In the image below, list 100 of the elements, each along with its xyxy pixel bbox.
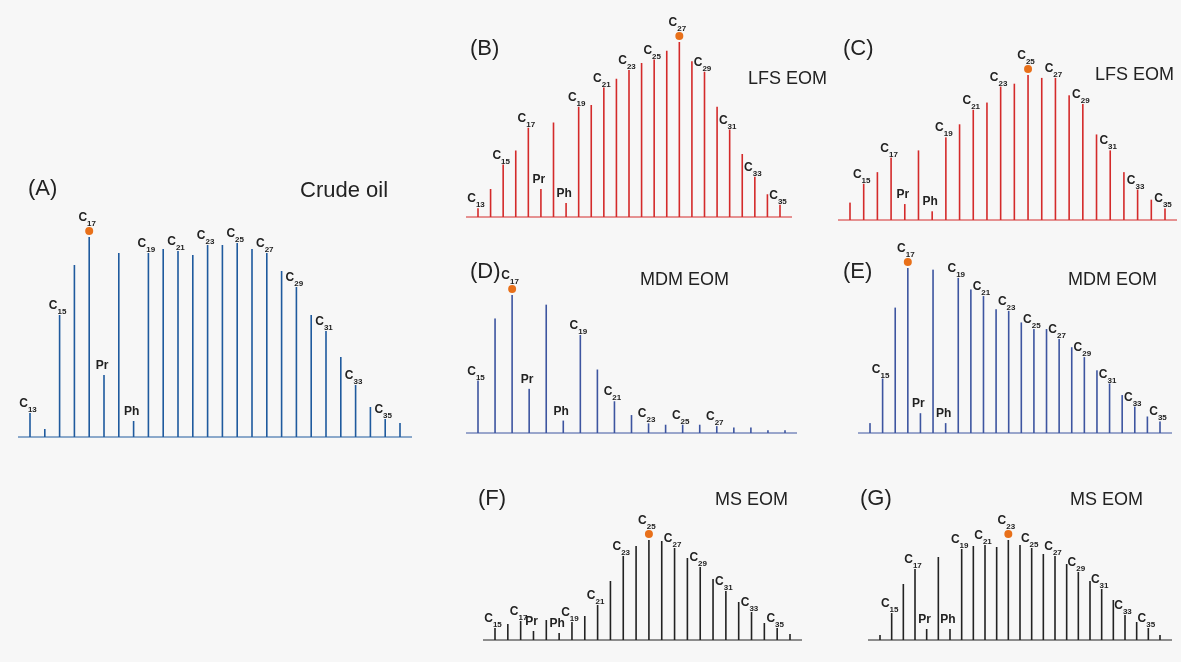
x-tick-label: C$_{21}$	[593, 70, 612, 88]
chart-subtitle: MDM EOM	[640, 269, 729, 289]
x-tick-label: C$_{27}$	[663, 531, 682, 549]
x-tick-label: C$_{23}$	[997, 513, 1016, 531]
x-tick-label: Ph	[549, 616, 565, 630]
x-tick-label: C$_{23}$	[196, 228, 215, 246]
x-tick-label: C$_{31}$	[315, 314, 334, 332]
x-tick-label: C$_{15}$	[492, 147, 511, 165]
x-tick-label: Ph	[556, 186, 572, 200]
x-tick-label: C$_{23}$	[637, 406, 656, 424]
x-tick-label: C$_{17}$	[904, 552, 923, 570]
x-tick-label: Pr	[532, 172, 546, 186]
chart-title: (B)	[470, 35, 500, 60]
x-tick-label: C$_{29}$	[1072, 87, 1091, 105]
x-tick-label: Ph	[123, 404, 140, 418]
x-tick-label: C$_{21}$	[974, 528, 993, 546]
x-tick-label: Pr	[520, 371, 534, 386]
x-tick-label: C$_{25}$	[1020, 531, 1039, 549]
x-tick-label: C$_{23}$	[997, 293, 1017, 312]
x-tick-label: C$_{33}$	[344, 368, 363, 386]
chart-subtitle: LFS EOM	[1095, 64, 1175, 84]
x-tick-label: C$_{15}$	[48, 298, 67, 316]
x-tick-label: C$_{29}$	[1073, 340, 1092, 358]
chart-subtitle: MDM EOM	[1068, 269, 1157, 289]
chart-subtitle: Crude oil	[300, 177, 389, 202]
x-tick-label: C$_{25}$	[1017, 48, 1036, 66]
x-tick-label: C$_{27}$	[1048, 321, 1067, 340]
x-tick-label: C$_{35}$	[1149, 404, 1168, 422]
chart-title: (E)	[843, 258, 873, 283]
x-tick-label: C$_{31}$	[1090, 572, 1109, 590]
x-tick-label: C$_{33}$	[740, 595, 759, 613]
x-tick-label: C$_{15}$	[484, 611, 503, 629]
x-tick-label: C$_{33}$	[744, 159, 763, 178]
x-tick-label: C$_{15}$	[871, 361, 890, 380]
x-tick-label: C$_{23}$	[618, 53, 637, 71]
chart-title: (G)	[860, 485, 892, 510]
x-tick-label: C$_{35}$	[374, 402, 393, 420]
x-tick-label: C$_{29}$	[693, 54, 712, 73]
x-tick-label: C$_{25}$	[226, 226, 245, 244]
x-tick-label: C$_{25}$	[638, 513, 657, 531]
x-tick-label: C$_{35}$	[1154, 191, 1173, 209]
chart-title: (A)	[28, 175, 58, 200]
text: LFS EOM	[748, 68, 828, 88]
x-tick-label: C$_{27}$	[668, 15, 687, 33]
chart-subtitle: MS EOM	[715, 489, 789, 509]
x-tick-label: Ph	[922, 194, 938, 209]
x-tick-label: C$_{21}$	[962, 92, 981, 111]
x-tick-label: C$_{29}$	[689, 550, 708, 568]
x-tick-label: Pr	[918, 612, 932, 626]
x-tick-label: C$_{19}$	[950, 532, 969, 550]
x-tick-label: C$_{17}$	[880, 140, 899, 159]
x-tick-label: C$_{23}$	[612, 539, 631, 557]
x-tick-label: C$_{27}$	[256, 236, 275, 254]
x-tick-label: C$_{27}$	[1044, 539, 1063, 557]
x-tick-label: C$_{21}$	[167, 234, 186, 252]
x-tick-label: C$_{15}$	[467, 363, 486, 382]
x-tick-label: Ph	[935, 406, 952, 421]
x-tick-label: C$_{31}$	[1099, 133, 1118, 151]
x-tick-label: Pr	[896, 187, 910, 202]
x-tick-label: C$_{19}$	[935, 120, 954, 138]
x-tick-label: C$_{21}$	[603, 384, 622, 402]
x-tick-label: C$_{33}$	[1123, 389, 1143, 408]
x-tick-label: C$_{21}$	[972, 279, 991, 297]
x-tick-label: C$_{25}$	[643, 42, 662, 60]
x-tick-label: C$_{31}$	[718, 112, 737, 130]
x-tick-label: C$_{29}$	[1067, 555, 1086, 573]
chart-title: (F)	[478, 485, 507, 510]
x-tick-label: C$_{25}$	[671, 407, 690, 426]
x-tick-label: C$_{17}$	[897, 241, 916, 259]
chart-title: (D)	[470, 258, 501, 283]
x-tick-label: C$_{17}$	[517, 110, 536, 129]
x-tick-label: C$_{19}$	[567, 89, 586, 108]
x-tick-label: C$_{31}$	[715, 574, 734, 592]
x-tick-label: C$_{35}$	[766, 611, 785, 629]
x-tick-label: C$_{35}$	[1137, 611, 1156, 629]
x-tick-label: C$_{35}$	[769, 187, 788, 206]
x-tick-label: C$_{21}$	[586, 588, 605, 606]
x-tick-label: C$_{33}$	[1126, 172, 1145, 191]
x-tick-label: C$_{23}$	[989, 69, 1008, 88]
chart-title: (C)	[843, 35, 874, 60]
x-tick-label: C$_{27}$	[705, 409, 725, 427]
x-tick-label: C$_{17}$	[78, 210, 97, 228]
chart-subtitle: MS EOM	[1070, 489, 1144, 509]
x-tick-label: Ph	[553, 403, 569, 418]
x-tick-label: C$_{15}$	[880, 596, 899, 614]
x-tick-label: C$_{13}$	[19, 396, 38, 414]
x-tick-label: C$_{17}$	[501, 268, 520, 286]
x-tick-label: Pr	[95, 358, 109, 372]
x-tick-label: C$_{19}$	[569, 318, 588, 336]
x-tick-label: C$_{19}$	[137, 236, 156, 254]
x-tick-label: Pr	[912, 396, 926, 411]
x-tick-label: C$_{25}$	[1023, 312, 1042, 330]
x-tick-label: C$_{33}$	[1114, 598, 1133, 616]
x-tick-label: Ph	[940, 612, 956, 626]
x-tick-label: C$_{27}$	[1044, 60, 1063, 79]
x-tick-label: C$_{19}$	[947, 260, 966, 279]
x-tick-label: C$_{13}$	[467, 191, 486, 209]
x-tick-label: C$_{31}$	[1098, 366, 1117, 384]
x-tick-label: C$_{29}$	[285, 270, 304, 288]
x-tick-label: C$_{15}$	[852, 166, 872, 185]
